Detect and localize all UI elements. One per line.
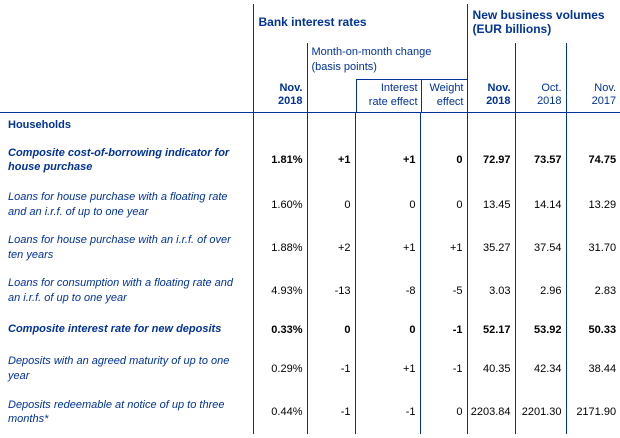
cell-volume-nov-2017: 13.29 (565, 183, 620, 226)
cell-weight-effect: 0 (419, 390, 468, 434)
cell-mom-change: -1 (306, 347, 355, 390)
col-header-rate-nov-2018: Nov. 2018 (252, 43, 307, 113)
cell-interest-rate-effect: +1 (354, 137, 420, 183)
cell-weight-effect: 0 (419, 183, 468, 226)
cell-rate: 1.60% (252, 183, 307, 226)
cell-interest-rate-effect: +1 (354, 226, 420, 269)
cell-interest-rate-effect: -1 (354, 390, 420, 434)
table-row: Deposits with an agreed maturity of up t… (0, 347, 620, 390)
row-label: Deposits redeemable at notice of up to t… (8, 398, 225, 425)
cell-volume-nov-2018: 72.97 (466, 137, 516, 183)
header-row-top: Bank interest rates New business volumes… (0, 4, 620, 43)
cell-volume-oct-2018: 2201.30 (514, 390, 567, 434)
cell-volume-oct-2018: 73.57 (514, 137, 567, 183)
cell-volume-nov-2018: 40.35 (466, 347, 516, 390)
bank-rates-title: Bank interest rates (258, 15, 367, 30)
interest-rates-table: Bank interest rates New business volumes… (0, 4, 620, 434)
cell-weight-effect: +1 (419, 226, 468, 269)
row-label: Loans for house purchase with a floating… (8, 191, 228, 218)
cell-weight-effect: -5 (419, 269, 468, 312)
table-row: Loans for consumption with a floating ra… (0, 269, 620, 312)
cell-mom-change: -13 (306, 269, 355, 312)
section-label-households: Households (8, 118, 71, 131)
row-label: Composite interest rate for new deposits (8, 323, 222, 336)
cell-weight-effect: 0 (419, 137, 468, 183)
table-row: Composite cost-of-borrowing indicator fo… (0, 137, 620, 183)
cell-volume-oct-2018: 2.96 (514, 269, 567, 312)
row-label: Composite cost-of-borrowing indicator fo… (8, 146, 230, 173)
cell-mom-change: +1 (306, 137, 355, 183)
cell-rate: 4.93% (252, 269, 307, 312)
cell-rate: 0.33% (252, 312, 307, 347)
table-row: Loans for house purchase with a floating… (0, 183, 620, 226)
col-header-volume-nov-2018: Nov. 2018 (466, 43, 516, 113)
row-label: Loans for consumption with a floating ra… (8, 277, 234, 304)
cell-volume-nov-2018: 52.17 (466, 312, 516, 347)
row-label: Deposits with an agreed maturity of up t… (8, 355, 230, 382)
header-bank-interest-rates: Bank interest rates (252, 4, 468, 43)
cell-volume-oct-2018: 42.34 (514, 347, 567, 390)
cell-volume-oct-2018: 14.14 (514, 183, 567, 226)
col-header-volume-nov-2017: Nov. 2017 (565, 43, 620, 113)
cell-interest-rate-effect: -8 (354, 269, 420, 312)
header-spacer (0, 4, 253, 43)
cell-interest-rate-effect: +1 (354, 347, 420, 390)
cell-volume-oct-2018: 37.54 (514, 226, 567, 269)
row-label: Loans for house purchase with an i.r.f. … (8, 234, 231, 261)
cell-volume-nov-2017: 38.44 (565, 347, 620, 390)
cell-volume-nov-2018: 2203.84 (466, 390, 516, 434)
volumes-title-line2: (EUR billions) (472, 22, 552, 36)
volumes-title-line1: New business volumes (472, 8, 605, 23)
cell-volume-nov-2018: 3.03 (466, 269, 516, 312)
col-header-volume-oct-2018: Oct. 2018 (514, 43, 567, 113)
header-row-columns: Nov. 2018 Month-on-month change (basis p… (0, 43, 620, 113)
cell-volume-nov-2018: 13.45 (466, 183, 516, 226)
cell-mom-change: 0 (306, 183, 355, 226)
table-row: Deposits redeemable at notice of up to t… (0, 390, 620, 434)
cell-rate: 1.88% (252, 226, 307, 269)
cell-volume-oct-2018: 53.92 (514, 312, 567, 347)
cell-interest-rate-effect: 0 (354, 183, 420, 226)
cell-weight-effect: -1 (419, 347, 468, 390)
cell-mom-change: +2 (306, 226, 355, 269)
cell-volume-nov-2017: 74.75 (565, 137, 620, 183)
header-month-on-month-change: Month-on-month change (basis points) Int… (306, 43, 468, 113)
cell-rate: 1.81% (252, 137, 307, 183)
table-row: Composite interest rate for new deposits… (0, 312, 620, 347)
cell-rate: 0.29% (252, 347, 307, 390)
section-row-households: Households (0, 112, 620, 137)
cell-volume-nov-2017: 2171.90 (565, 390, 620, 434)
cell-volume-nov-2018: 35.27 (466, 226, 516, 269)
cell-interest-rate-effect: 0 (354, 312, 420, 347)
cell-mom-change: 0 (306, 312, 355, 347)
cell-mom-change: -1 (306, 390, 355, 434)
col-header-weight-effect: Weight effect (420, 78, 467, 111)
header-spacer-2 (0, 43, 253, 113)
cell-rate: 0.44% (252, 390, 307, 434)
cell-weight-effect: -1 (419, 312, 468, 347)
header-new-business-volumes: New business volumes (EUR billions) (466, 4, 620, 43)
cell-volume-nov-2017: 2.83 (565, 269, 620, 312)
table-row: Loans for house purchase with an i.r.f. … (0, 226, 620, 269)
col-header-interest-rate-effect: Interest rate effect (355, 78, 421, 111)
cell-volume-nov-2017: 31.70 (565, 226, 620, 269)
mom-change-title: Month-on-month change (basis points) (311, 46, 432, 73)
cell-volume-nov-2017: 50.33 (565, 312, 620, 347)
